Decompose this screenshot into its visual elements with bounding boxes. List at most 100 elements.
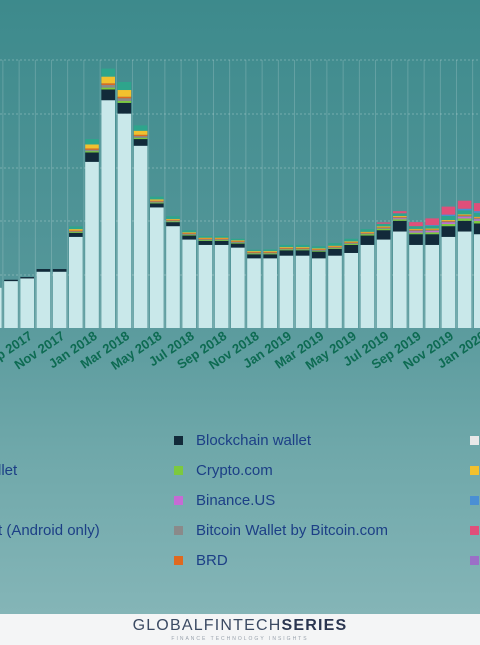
bar-segment-0-19 [295, 255, 310, 328]
bar-segment-2-10 [150, 202, 164, 204]
legend-swatch [470, 496, 479, 505]
bar-segment-7-7 [101, 68, 115, 77]
bar-segment-4-13 [198, 239, 213, 241]
bar-segment-5-17 [263, 251, 277, 253]
bar-segment-7-16 [247, 249, 261, 252]
bar-segment-5-18 [279, 247, 294, 249]
bar-segment-4-25 [393, 217, 407, 219]
bar-segment-7-30 [474, 212, 480, 217]
bar-segment-4-11 [166, 220, 180, 222]
bar-segment-4-8 [117, 98, 132, 102]
bar-segment-7-26 [409, 226, 423, 229]
legend-label: Binance.US [196, 492, 276, 509]
bar-segment-0-6 [85, 161, 99, 328]
bar-segment-2-29 [457, 218, 472, 221]
bar-segment-8-27 [425, 225, 439, 226]
bar-segment-1-19 [295, 250, 310, 256]
bar-segment-6-20 [312, 248, 326, 250]
legend-label: Crypto.com [196, 462, 273, 479]
bar-segment-0-28 [441, 236, 456, 328]
bar-segment-0-8 [117, 113, 132, 328]
bar-segment-2-8 [117, 101, 132, 103]
bar-segment-9-25 [393, 211, 407, 214]
bar-segment-5-20 [312, 249, 326, 251]
bar-segment-0-15 [231, 247, 245, 328]
bar-segment-0-4 [52, 271, 67, 328]
bar-segment-1-30 [474, 223, 480, 235]
bar-segment-8-29 [457, 208, 472, 211]
bar-segment-1-3 [36, 269, 51, 272]
bar-segment-5-26 [409, 229, 423, 231]
bar-segment-4-28 [441, 221, 456, 223]
bar-segment-0-12 [182, 239, 196, 328]
bar-segment-2-11 [166, 221, 180, 223]
bar-segment-0-1 [4, 281, 18, 328]
bar-segment-5-7 [101, 83, 115, 85]
bar-segment-1-9 [133, 139, 148, 146]
bar-segment-8-28 [441, 214, 456, 216]
bar-segment-6-28 [441, 219, 456, 221]
bar-segment-6-23 [360, 231, 375, 233]
bar-segment-7-9 [133, 125, 148, 131]
bar-segment-5-6 [85, 148, 99, 150]
bar-segment-4-12 [182, 233, 196, 235]
legend-label: Bitcoin Wallet by Bitcoin.com [196, 522, 389, 539]
bar-segment-3-28 [441, 222, 456, 225]
bar-segment-0-17 [263, 258, 277, 328]
bar-segment-2-20 [312, 250, 326, 252]
bar-segment-2-30 [474, 220, 480, 224]
bar-segment-5-15 [231, 241, 245, 242]
bar-segment-0-29 [457, 231, 472, 328]
logo-light-text: GLOBALFINTECH [132, 617, 282, 634]
bar-segment-6-5 [69, 229, 83, 231]
bar-segment-4-15 [231, 241, 245, 243]
bar-segment-2-28 [441, 224, 456, 227]
bar-segment-5-24 [376, 227, 391, 229]
bar-segment-1-26 [409, 234, 423, 245]
bar-segment-0-11 [166, 226, 180, 328]
bar-segment-3-26 [409, 231, 423, 233]
bar-segment-4-10 [150, 201, 164, 203]
bars [0, 68, 480, 328]
bar-segment-1-22 [344, 244, 358, 253]
bar-segment-6-24 [376, 226, 391, 228]
bar-segment-2-16 [247, 253, 261, 255]
bar-segment-7-15 [231, 238, 245, 241]
bar-segment-1-13 [198, 240, 213, 245]
bar-segment-1-5 [69, 232, 83, 237]
bar-segment-2-14 [214, 240, 229, 241]
bar-segment-1-27 [425, 234, 439, 245]
bar-segment-4-20 [312, 250, 326, 251]
bar-segment-3-29 [457, 216, 472, 219]
bar-segment-6-15 [231, 240, 245, 242]
bar-segment-5-27 [425, 229, 439, 231]
bar-segment-4-7 [101, 84, 115, 88]
bar-segment-1-29 [457, 220, 472, 232]
bar-segment-0-13 [198, 244, 213, 328]
bar-segment-4-5 [69, 231, 83, 233]
bar-segment-7-22 [344, 238, 358, 242]
bar-segment-2-25 [393, 219, 407, 221]
bar-segment-0-30 [474, 234, 480, 328]
bar-segment-0-21 [328, 255, 342, 328]
bar-segment-2-19 [295, 249, 310, 251]
bar-segment-0-5 [69, 236, 83, 328]
bar-segment-7-6 [85, 139, 99, 145]
legend-swatch [174, 556, 183, 565]
bar-segment-0-25 [393, 231, 407, 328]
legend: llet t (Android only) Blockchain wallet Cry… [0, 424, 480, 584]
bar-segment-6-7 [101, 76, 115, 84]
bar-segment-7-10 [150, 196, 164, 200]
bar-segment-1-24 [376, 230, 391, 240]
bar-segment-5-8 [117, 96, 132, 99]
bar-segment-7-12 [182, 230, 196, 233]
bar-segment-0-3 [36, 271, 51, 328]
bar-segment-6-21 [328, 245, 342, 247]
bar-segment-1-10 [150, 203, 164, 208]
legend-swatch [174, 496, 183, 505]
bar-segment-1-7 [101, 89, 115, 101]
bar-segment-6-6 [85, 144, 99, 149]
bar-segment-5-16 [247, 251, 261, 253]
